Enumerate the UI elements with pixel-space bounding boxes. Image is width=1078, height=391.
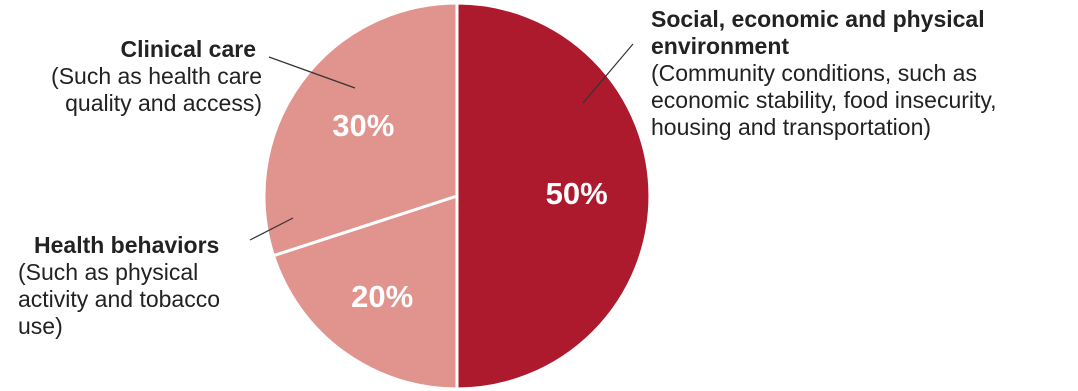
leader-line-health-behaviors [249, 217, 294, 241]
annotation-description: (Community conditions, such as economic … [651, 60, 997, 140]
slice-label-social-economic-physical: 50% [546, 176, 608, 211]
slice-label-clinical-care: 20% [351, 279, 413, 314]
slice-label-health-behaviors: 30% [332, 108, 394, 143]
annotation-clinical-care: Clinical care (Such as health care quali… [0, 36, 262, 117]
leader-line-social-economic-physical [582, 43, 634, 104]
annotation-description: (Such as health care quality and access) [51, 63, 262, 116]
annotation-health-behaviors: Health behaviors (Such as physical activ… [18, 232, 258, 340]
annotation-title: Social, economic and physical environmen… [651, 6, 985, 59]
pie-slice-clinical-care [271, 194, 459, 391]
leader-line-clinical-care [268, 56, 356, 89]
annotation-title: Health behaviors [34, 232, 220, 258]
pie-slice-health-behaviors [262, 1, 459, 258]
annotation-title: Clinical care [120, 36, 256, 62]
pie-slice-social-economic-physical [455, 1, 652, 391]
annotation-social-economic-physical: Social, economic and physical environmen… [651, 6, 1071, 141]
annotation-description: (Such as physical activity and tobacco u… [18, 259, 221, 339]
